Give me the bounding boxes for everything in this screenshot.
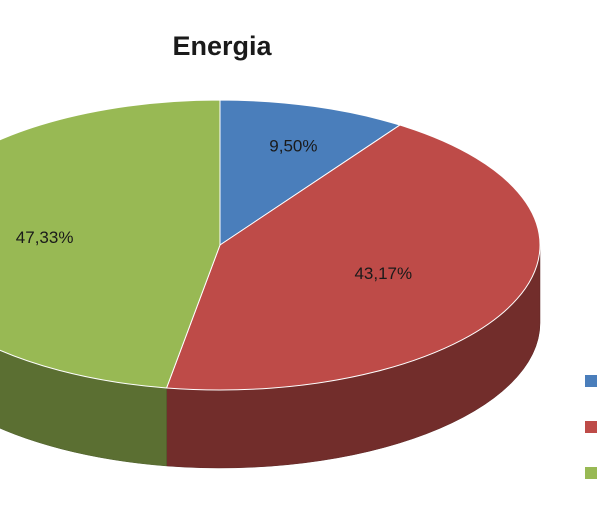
legend-swatch	[585, 375, 597, 387]
data-label: 47,33%	[16, 228, 74, 247]
legend-swatch	[585, 421, 597, 433]
slice	[219, 99, 402, 246]
slice	[165, 124, 541, 391]
slice	[0, 99, 221, 389]
data-label: 9,50%	[269, 136, 317, 155]
data-label: 43,17%	[354, 264, 412, 283]
chart-title: Energia	[172, 31, 272, 61]
legend-swatch	[585, 467, 597, 479]
